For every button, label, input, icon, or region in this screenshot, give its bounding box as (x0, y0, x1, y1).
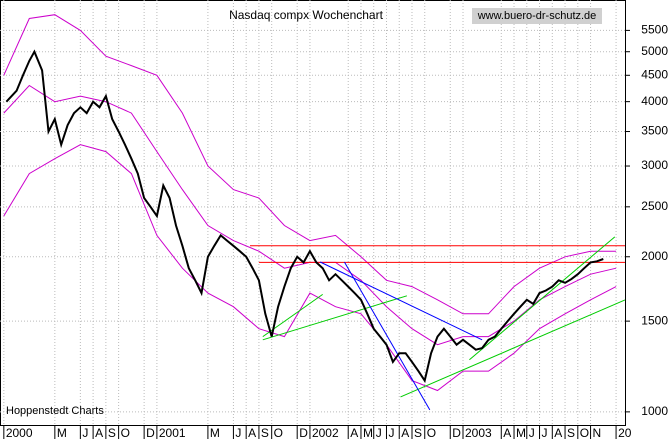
x-tick-label: A (350, 426, 358, 440)
series-line (3, 14, 617, 315)
y-tick-label: 5500 (641, 23, 668, 37)
x-tick-label: O (121, 426, 130, 440)
x-tick-label: 20 (618, 426, 632, 440)
x-tick-label: 2000 (6, 426, 33, 440)
series-line (343, 261, 431, 411)
y-tick-label: 3500 (641, 124, 668, 138)
y-tick-label: 4500 (641, 67, 668, 81)
x-tick-label: S (414, 426, 422, 440)
x-tick-label: J (376, 426, 382, 440)
x-tick-label: S (261, 426, 269, 440)
x-tick-label: J (529, 426, 535, 440)
x-tick-label: M (210, 426, 220, 440)
x-tick-label: M (363, 426, 373, 440)
x-tick-label: J (542, 426, 548, 440)
x-tick-label: 2003 (465, 426, 492, 440)
credit: Hoppenstedt Charts (6, 405, 104, 417)
source: www.buero-dr-schutz.de (477, 10, 597, 22)
x-tick-label: A (95, 426, 103, 440)
x-tick-label: N (593, 426, 602, 440)
x-tick-label: D (299, 426, 308, 440)
series-line (5, 49, 604, 384)
plot-frame (0, 0, 626, 426)
x-tick-label: 2002 (312, 426, 339, 440)
x-tick-label: O (427, 426, 436, 440)
x-tick-label: S (108, 426, 116, 440)
series-line (400, 299, 626, 398)
x-tick-label: J (82, 426, 88, 440)
x-tick-label: O (580, 426, 589, 440)
y-tick-label: 4000 (641, 94, 668, 108)
y-tick-label: 1000 (641, 404, 668, 418)
x-tick-label: O (274, 426, 283, 440)
chart-title: Nasdaq compx Wochenchart (229, 8, 384, 22)
x-tick-label: M (57, 426, 67, 440)
x-tick-label: S (567, 426, 575, 440)
y-tick-label: 1500 (641, 313, 668, 327)
x-tick-label: A (554, 426, 562, 440)
x-tick-label: A (401, 426, 409, 440)
series-line (469, 236, 616, 361)
x-tick-label: M (516, 426, 526, 440)
x-tick-label: J (388, 426, 394, 440)
x-tick-label: A (248, 426, 256, 440)
x-tick-label: D (146, 426, 155, 440)
x-tick-label: 2001 (159, 426, 186, 440)
y-tick-label: 5000 (641, 44, 668, 58)
y-tick-label: 2000 (641, 249, 668, 263)
series-line (262, 295, 408, 341)
x-tick-label: D (452, 426, 461, 440)
y-tick-label: 3000 (641, 158, 668, 172)
series-line (3, 144, 617, 392)
y-tick-label: 2500 (641, 199, 668, 213)
x-tick-label: J (235, 426, 241, 440)
x-tick-label: A (503, 426, 511, 440)
series-line (319, 261, 483, 341)
source-box (472, 8, 602, 24)
